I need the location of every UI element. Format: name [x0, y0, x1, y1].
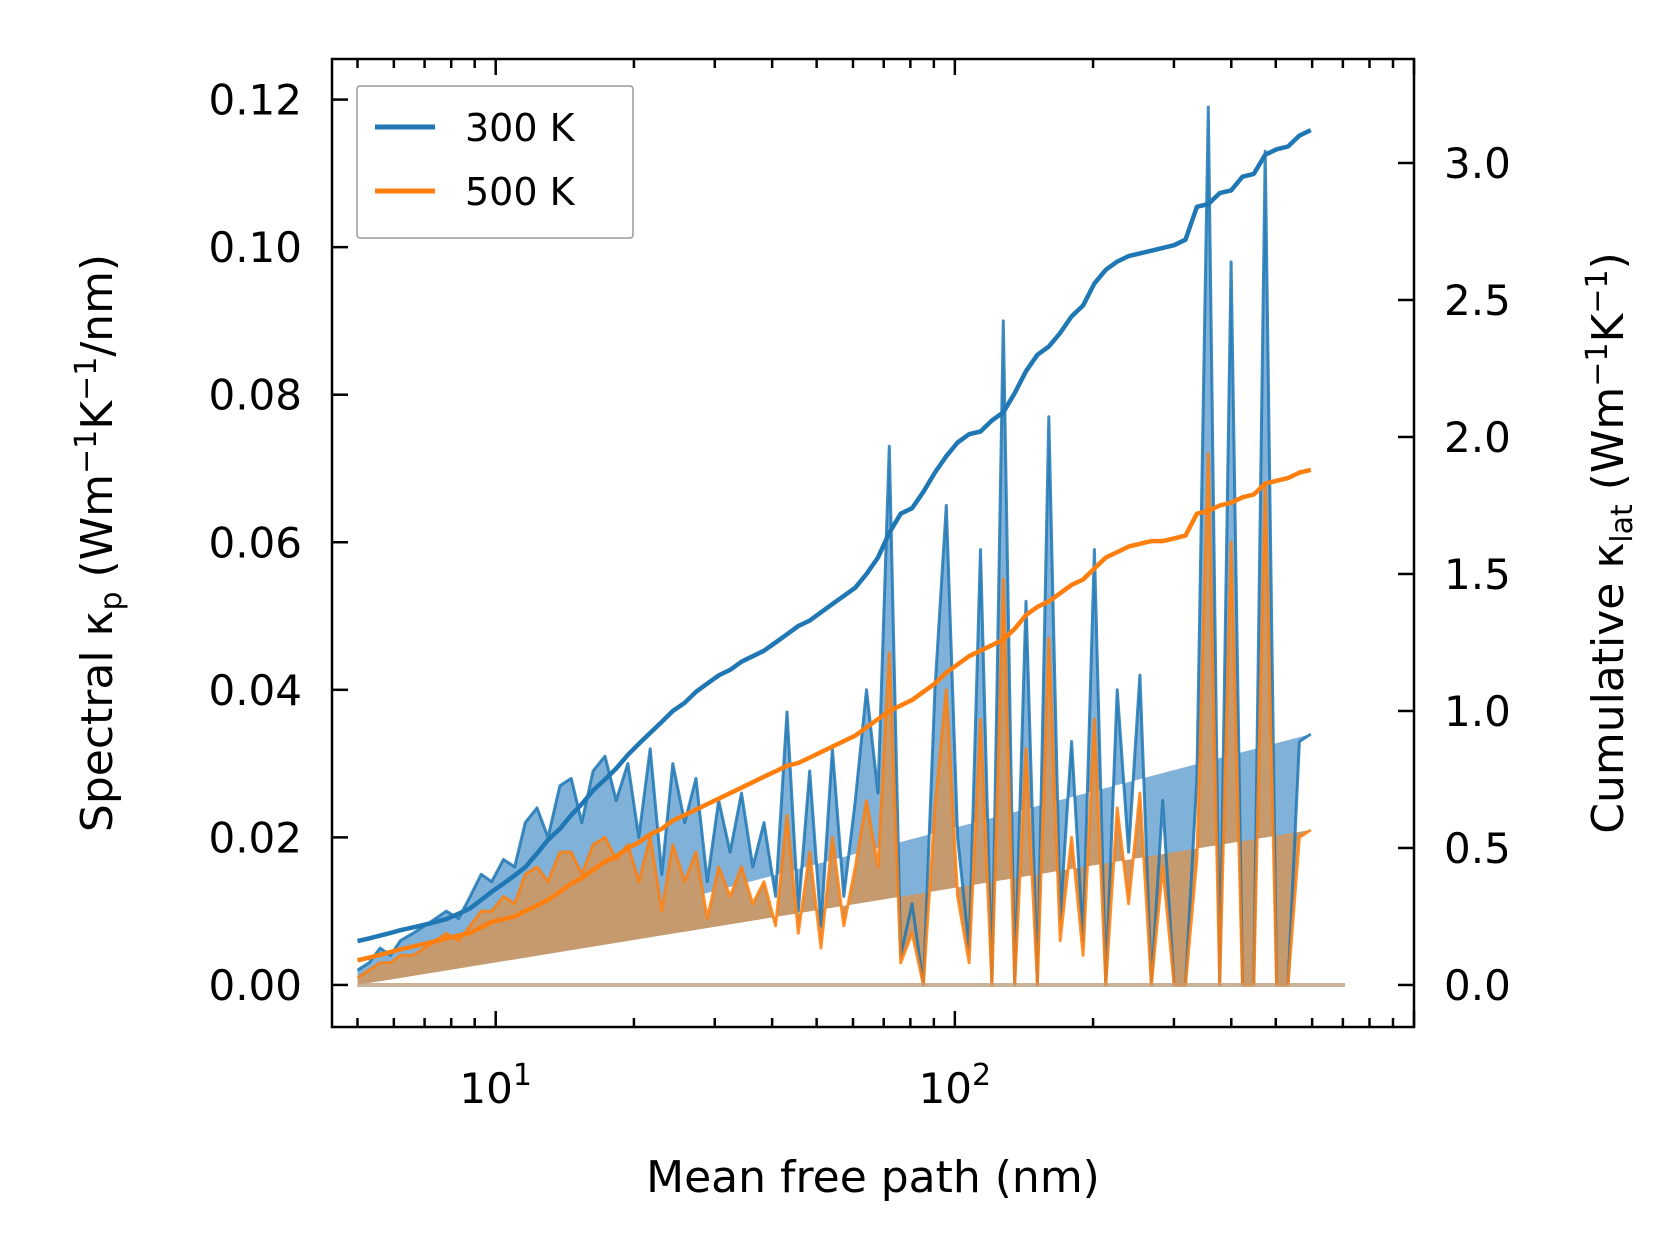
y-tick-label: 0.04 — [208, 666, 302, 715]
plot-frame — [330, 57, 1416, 1029]
tick-labels: 0.00 0.02 0.04 0.06 0.08 0.10 0.12 0.0 0.5 1.0 1.5… — [208, 76, 1510, 1113]
legend-label-500k: 500 K — [465, 170, 576, 214]
legend: 300 K 500 K — [356, 85, 634, 239]
x-tick-label: 102 — [919, 1058, 992, 1113]
y2-tick-label: 1.0 — [1444, 687, 1511, 736]
y2-tick-label: 1.5 — [1444, 550, 1511, 599]
y-tick-label: 0.08 — [208, 371, 302, 420]
cumulative-line-500k — [356, 467, 1312, 963]
y2-tick-label: 2.0 — [1444, 413, 1511, 462]
legend-box — [356, 85, 634, 239]
x-tick-label: 101 — [459, 1058, 532, 1113]
y2-tick-label: 2.5 — [1444, 276, 1511, 325]
cumulative-line-300k — [356, 128, 1312, 944]
y-tick-label: 0.00 — [208, 961, 302, 1010]
y2-axis-label: Cumulative κlat (Wm−1K−1) — [1580, 252, 1640, 834]
y-axis-label: Spectral κp (Wm−1K−1/nm) — [69, 254, 129, 832]
cumulative-lines — [356, 128, 1312, 963]
legend-label-300k: 300 K — [465, 106, 576, 150]
y-tick-label: 0.12 — [208, 76, 302, 125]
y-tick-label: 0.02 — [208, 813, 302, 862]
y2-tick-label: 0.5 — [1444, 824, 1511, 873]
y2-tick-label: 3.0 — [1444, 139, 1511, 188]
y-tick-label: 0.10 — [208, 223, 302, 272]
y-tick-label: 0.06 — [208, 518, 302, 567]
x-axis-label: Mean free path (nm) — [646, 1152, 1100, 1203]
axis-ticks — [332, 59, 1416, 1027]
y2-tick-label: 0.0 — [1444, 961, 1511, 1010]
spectral-lines — [356, 105, 1345, 987]
